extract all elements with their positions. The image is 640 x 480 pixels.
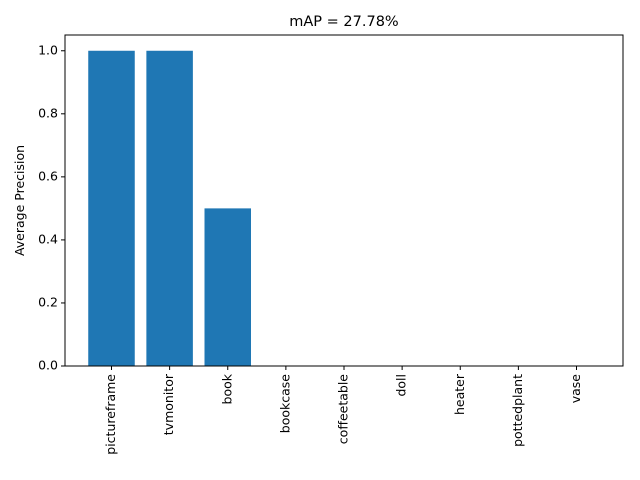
y-tick-label: 1.0 bbox=[38, 42, 58, 57]
plot-frame bbox=[64, 34, 624, 367]
bar-pictureframe bbox=[88, 50, 135, 367]
x-tick-label-tvmonitor: tvmonitor bbox=[161, 373, 176, 435]
x-tick-label-pictureframe: pictureframe bbox=[103, 374, 118, 455]
y-tick-label: 0.2 bbox=[38, 294, 58, 309]
x-tick-label-vase: vase bbox=[568, 374, 583, 404]
x-axis: pictureframe tvmonitor book bookcase coffeet… bbox=[103, 366, 583, 455]
y-axis-label: Average Precision bbox=[12, 145, 27, 256]
x-tick-label-book: book bbox=[219, 373, 234, 404]
x-tick-label-coffeetable: coffeetable bbox=[336, 374, 351, 444]
y-tick-label: 0.6 bbox=[38, 168, 58, 183]
y-tick-label: 0.8 bbox=[38, 105, 58, 120]
y-tick-label: 0.4 bbox=[38, 231, 58, 246]
y-axis: 0.0 0.2 0.4 0.6 0.8 1.0 bbox=[38, 42, 65, 373]
x-tick-label-doll: doll bbox=[394, 374, 409, 397]
x-tick-label-pottedplant: pottedplant bbox=[510, 374, 525, 447]
bars-layer bbox=[88, 50, 251, 367]
bar-book bbox=[204, 208, 251, 366]
chart-title: mAP = 27.78% bbox=[289, 14, 398, 30]
y-tick-label: 0.0 bbox=[38, 358, 58, 373]
x-tick-label-heater: heater bbox=[452, 373, 467, 415]
x-tick-label-bookcase: bookcase bbox=[277, 374, 292, 434]
bar-tvmonitor bbox=[146, 50, 193, 367]
